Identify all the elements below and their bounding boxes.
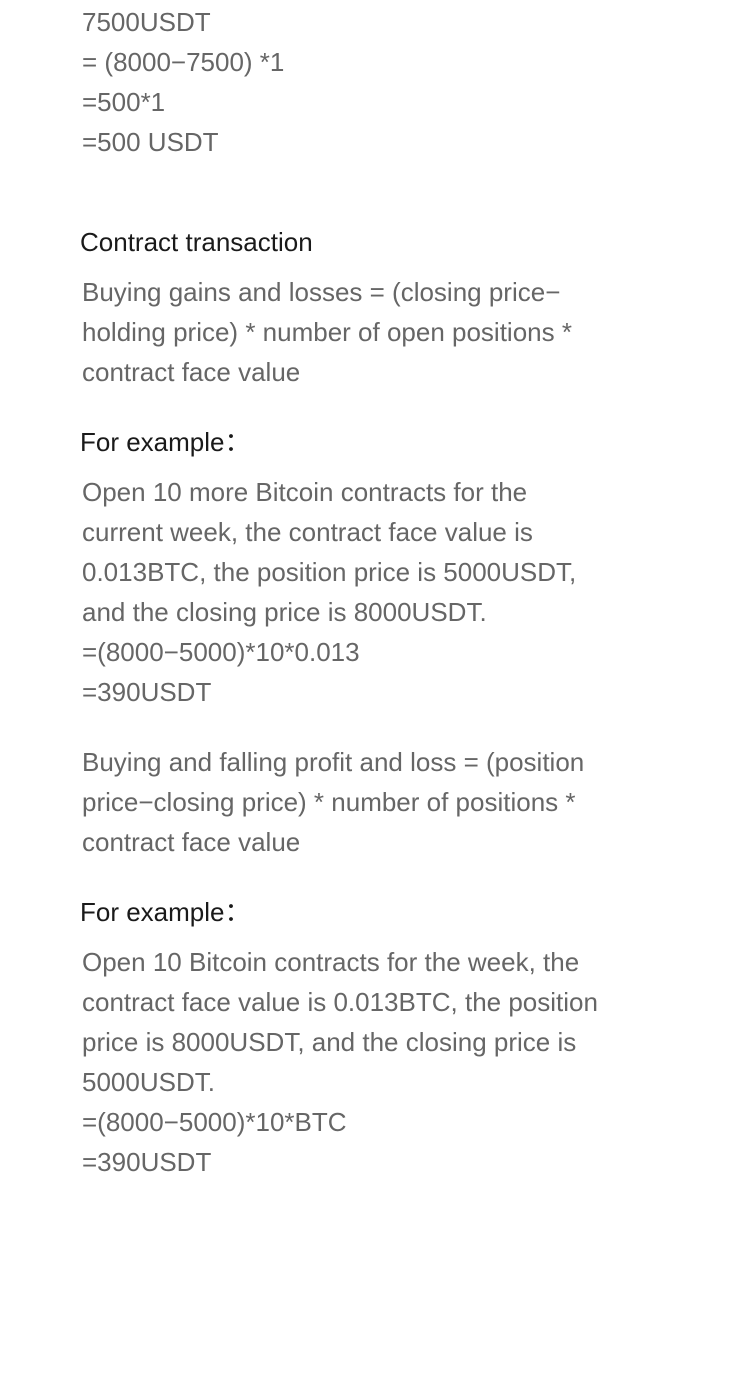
calc-line: =500 USDT <box>82 127 219 157</box>
calc-line: 7500USDT <box>82 7 211 37</box>
formula-line: Buying gains and losses = (closing price… <box>82 277 561 307</box>
example-line: 0.013BTC, the position price is 5000USDT… <box>82 557 577 587</box>
formula-line: holding price) * number of open position… <box>82 317 572 347</box>
example-line: =390USDT <box>82 677 212 707</box>
formula-line: contract face value <box>82 357 301 387</box>
example-line: =(8000−5000)*10*BTC <box>82 1107 347 1137</box>
example-line: =(8000−5000)*10*0.013 <box>82 637 360 667</box>
calc-line: =500*1 <box>82 87 166 117</box>
calc-line: = (8000−7500) *1 <box>82 47 285 77</box>
example-line: contract face value is 0.013BTC, the pos… <box>82 987 598 1017</box>
example-line: Open 10 Bitcoin contracts for the week, … <box>82 947 580 977</box>
example-line: price is 8000USDT, and the closing price… <box>82 1027 577 1057</box>
formula-line: contract face value <box>82 827 301 857</box>
example-label: For example： <box>80 897 251 927</box>
example-line: Open 10 more Bitcoin contracts for the <box>82 477 528 507</box>
example-line: 5000USDT. <box>82 1067 215 1097</box>
example-line: =390USDT <box>82 1147 212 1177</box>
example-line: and the closing price is 8000USDT. <box>82 597 487 627</box>
example-label: For example： <box>80 427 251 457</box>
formula-line: price−closing price) * number of positio… <box>82 787 576 817</box>
formula-line: Buying and falling profit and loss = (po… <box>82 747 585 777</box>
section-title: Contract transaction <box>80 227 313 257</box>
example-line: current week, the contract face value is <box>82 517 533 547</box>
